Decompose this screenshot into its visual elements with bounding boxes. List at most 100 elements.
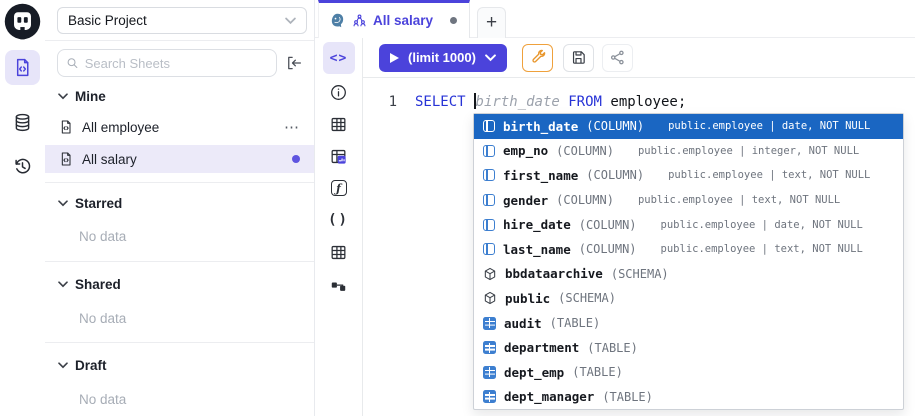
autocomplete-item[interactable]: first_name (COLUMN) public.employee | te…	[474, 163, 903, 188]
new-tab-button[interactable]: +	[477, 7, 506, 38]
more-options-icon[interactable]: ⋯	[284, 119, 300, 136]
editor-body: <>	[315, 38, 915, 416]
section-label: Shared	[75, 276, 121, 292]
item-name: dept_emp	[504, 364, 565, 380]
item-kind: (TABLE)	[549, 316, 601, 331]
table-icon	[331, 117, 346, 131]
item-name: department	[504, 340, 580, 356]
share-icon	[610, 50, 624, 65]
item-name: gender	[503, 192, 549, 208]
autocomplete-item[interactable]: department (TABLE)	[474, 335, 903, 360]
column-icon	[483, 194, 495, 207]
editor-content: (limit 1000)	[363, 38, 915, 416]
sheet-row-all-employee[interactable]: All employee ⋯	[45, 113, 314, 141]
item-kind: (TABLE)	[572, 365, 623, 380]
table-icon	[483, 316, 496, 330]
info-button[interactable]	[329, 82, 349, 102]
collapse-sidebar-button[interactable]	[282, 51, 306, 75]
item-kind: (COLUMN)	[578, 242, 637, 257]
section-mine[interactable]: Mine	[45, 85, 314, 107]
search-icon	[67, 58, 78, 69]
item-name: dept_manager	[504, 389, 595, 405]
chevron-down-icon	[285, 17, 296, 24]
autocomplete-item[interactable]: dept_emp (TABLE)	[474, 360, 903, 385]
sql-editor[interactable]: 1 SELECT birth_date FROM employee; birth…	[363, 78, 915, 416]
autocomplete-item[interactable]: last_name (COLUMN) public.employee | tex…	[474, 237, 903, 262]
query-editor-tab[interactable]: <>	[322, 42, 355, 74]
item-name: audit	[504, 315, 542, 331]
sidebar-search-row	[45, 41, 314, 85]
tab-all-salary[interactable]: All salary	[318, 0, 470, 38]
autocomplete-item[interactable]: hire_date (COLUMN) public.employee | dat…	[474, 212, 903, 237]
parameters-button[interactable]: ()	[328, 210, 349, 230]
play-icon	[390, 52, 399, 63]
rail-database-button[interactable]	[5, 105, 40, 140]
table-icon	[483, 390, 496, 404]
active-sheet-dot	[292, 155, 300, 163]
item-kind: (SCHEMA)	[610, 266, 669, 281]
project-name: Basic Project	[68, 13, 147, 28]
postgresql-icon	[331, 13, 344, 28]
text-caret	[474, 93, 476, 109]
sheet-label: All salary	[82, 151, 137, 167]
autocomplete-item[interactable]: birth_date (COLUMN) public.employee | da…	[474, 114, 903, 139]
saved-views-button[interactable]	[329, 146, 349, 166]
rail-sheets-button[interactable]	[5, 50, 40, 85]
column-icon	[483, 218, 495, 231]
item-name: first_name	[503, 167, 579, 183]
section-shared[interactable]: Shared	[45, 273, 314, 295]
item-name: public	[505, 290, 551, 306]
autocomplete-item[interactable]: dept_manager (TABLE)	[474, 385, 903, 410]
schema-diagram-button[interactable]	[329, 274, 349, 294]
item-kind: (TABLE)	[602, 389, 653, 404]
autocomplete-item[interactable]: audit (TABLE)	[474, 311, 903, 336]
item-name: hire_date	[503, 217, 571, 233]
table-view-button[interactable]	[329, 114, 349, 134]
chevron-down-icon	[58, 280, 68, 287]
sidebar: Basic Project Mine	[45, 0, 315, 416]
item-kind: (COLUMN)	[556, 193, 614, 208]
run-query-button[interactable]: (limit 1000)	[379, 43, 507, 72]
sheet-row-all-salary[interactable]: All salary	[45, 145, 314, 173]
item-detail: public.employee | date, NOT NULL	[660, 218, 863, 231]
autocomplete-item[interactable]: emp_no (COLUMN) public.employee | intege…	[474, 139, 903, 164]
function-icon: ƒ	[330, 180, 347, 196]
functions-button[interactable]: ƒ	[329, 178, 349, 198]
query-settings-button[interactable]	[521, 43, 553, 72]
sql-keyword: SELECT	[415, 94, 475, 110]
autocomplete-item[interactable]: public (SCHEMA)	[474, 286, 903, 311]
data-grid-button[interactable]	[329, 242, 349, 262]
query-toolbar: (limit 1000)	[363, 38, 915, 78]
search-box[interactable]	[57, 49, 277, 77]
divider	[45, 182, 314, 183]
rail-history-button[interactable]	[5, 149, 40, 184]
sql-text: employee;	[601, 94, 687, 110]
column-icon	[483, 243, 495, 256]
section-starred[interactable]: Starred	[45, 192, 314, 214]
item-detail: public.employee | text, NOT NULL	[660, 243, 863, 256]
ghost-suggestion-text: birth_date	[475, 94, 560, 110]
table-icon	[483, 341, 496, 355]
save-button[interactable]	[562, 43, 594, 72]
chevron-down-icon	[58, 199, 68, 206]
item-name: birth_date	[503, 118, 579, 134]
item-detail: public.employee | text, NOT NULL	[668, 169, 871, 182]
divider	[45, 342, 314, 343]
autocomplete-item[interactable]: gender (COLUMN) public.employee | text, …	[474, 188, 903, 213]
file-code-icon	[61, 152, 71, 166]
unsaved-indicator-dot	[450, 17, 457, 24]
main-area: All salary + <>	[315, 0, 915, 416]
divider	[45, 261, 314, 262]
schema-flow-icon	[331, 282, 346, 291]
outerbase-logo-icon[interactable]	[4, 3, 41, 40]
section-draft[interactable]: Draft	[45, 354, 314, 376]
project-selector[interactable]: Basic Project	[57, 7, 307, 34]
icon-rail	[0, 0, 45, 416]
section-label: Draft	[75, 357, 107, 373]
autocomplete-item[interactable]: bbdataarchive (SCHEMA)	[474, 262, 903, 287]
column-icon	[483, 169, 495, 182]
share-button[interactable]	[601, 43, 633, 72]
search-input[interactable]	[84, 55, 268, 71]
empty-state-text: No data	[79, 229, 127, 244]
